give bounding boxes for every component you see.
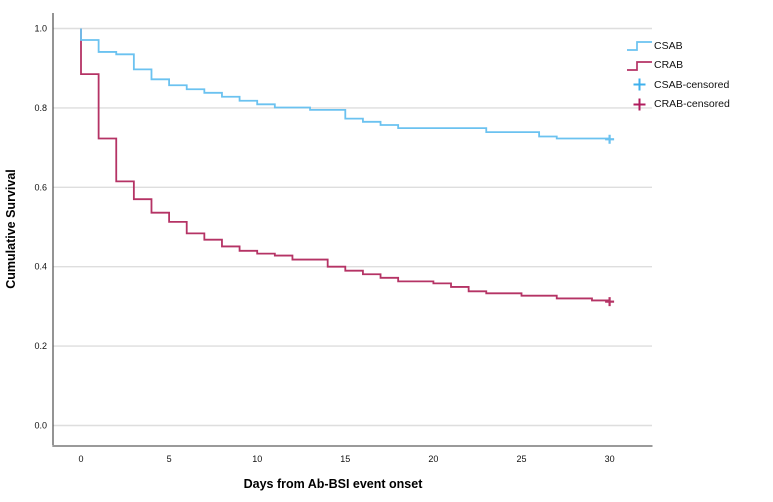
legend: CSAB CRAB CSAB-censored CRAB-censored [626,36,730,114]
plus-icon [633,98,646,111]
x-tick-label: 0 [78,454,83,464]
legend-item-crab: CRAB [626,56,730,76]
survival-curve-csab [80,28,610,140]
y-tick-label: 0.8 [34,103,47,113]
y-tick-label: 0.2 [34,341,47,351]
legend-label: CRAB-censored [654,98,730,111]
plus-icon [633,78,646,91]
step-line-icon [627,60,652,71]
x-axis-title: Days from Ab-BSI event onset [243,477,423,491]
legend-label: CSAB-censored [654,78,730,91]
x-tick-label: 5 [167,454,172,464]
legend-item-csab: CSAB [626,36,730,56]
y-tick-label: 1.0 [34,24,47,34]
y-tick-label: 0.4 [34,262,47,272]
x-tick-label: 20 [428,454,438,464]
step-line-icon [627,41,652,52]
legend-swatch [633,78,646,91]
y-tick-label: 0.6 [34,182,47,192]
y-axis-title: Cumulative Survival [4,169,18,289]
legend-swatch [633,98,646,111]
legend-item-csab-censored: CSAB-censored [626,75,730,95]
x-tick-label: 10 [252,454,262,464]
x-tick-label: 15 [340,454,350,464]
legend-label: CSAB [654,39,683,52]
x-tick-label: 25 [516,454,526,464]
y-tick-label: 0.0 [34,421,47,431]
legend-label: CRAB [654,59,684,72]
x-tick-label: 30 [605,454,615,464]
legend-swatch [627,41,652,52]
legend-swatch [627,60,652,71]
legend-item-crab-censored: CRAB-censored [626,95,730,115]
survival-curve-crab [80,28,610,302]
